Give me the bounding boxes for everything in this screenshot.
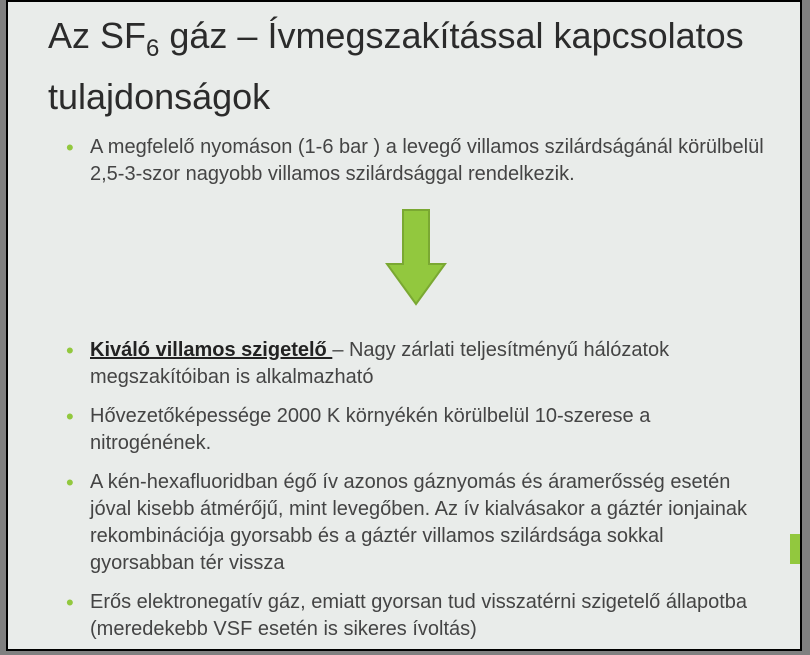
bullet-text: Hővezetőképessége 2000 K környékén körül… xyxy=(90,405,650,454)
down-arrow-icon xyxy=(385,208,447,311)
title-subscript: 6 xyxy=(146,35,159,62)
accent-bar xyxy=(790,534,800,564)
slide-title: Az SF6 gáz – Ívmegszakítással kapcsolato… xyxy=(48,12,768,121)
list-item: Erős elektronegatív gáz, emiatt gyorsan … xyxy=(66,589,766,643)
title-pre: Az SF xyxy=(48,15,146,56)
slide-frame: Az SF6 gáz – Ívmegszakítással kapcsolato… xyxy=(6,0,802,651)
bullet-text: A kén-hexafluoridban égő ív azonos gázny… xyxy=(90,471,747,574)
bullet-list-lower: Kiváló villamos szigetelő – Nagy zárlati… xyxy=(66,337,766,643)
slide-content: A megfelelő nyomáson (1-6 bar ) a levegő… xyxy=(66,134,766,655)
list-item: A kén-hexafluoridban égő ív azonos gázny… xyxy=(66,469,766,577)
arrow-shape xyxy=(387,210,445,304)
title-post: gáz – Ívmegszakítással kapcsolatos tulaj… xyxy=(48,15,744,117)
list-item: Kiváló villamos szigetelő – Nagy zárlati… xyxy=(66,337,766,391)
bullet-list: A megfelelő nyomáson (1-6 bar ) a levegő… xyxy=(66,134,766,188)
list-item: Hővezetőképessége 2000 K környékén körül… xyxy=(66,403,766,457)
list-item: A megfelelő nyomáson (1-6 bar ) a levegő… xyxy=(66,134,766,188)
arrow-container xyxy=(66,208,766,311)
emphasized-text: Kiváló villamos szigetelő xyxy=(90,339,332,361)
bullet-text: A megfelelő nyomáson (1-6 bar ) a levegő… xyxy=(90,136,764,185)
bullet-text: Erős elektronegatív gáz, emiatt gyorsan … xyxy=(90,591,747,640)
